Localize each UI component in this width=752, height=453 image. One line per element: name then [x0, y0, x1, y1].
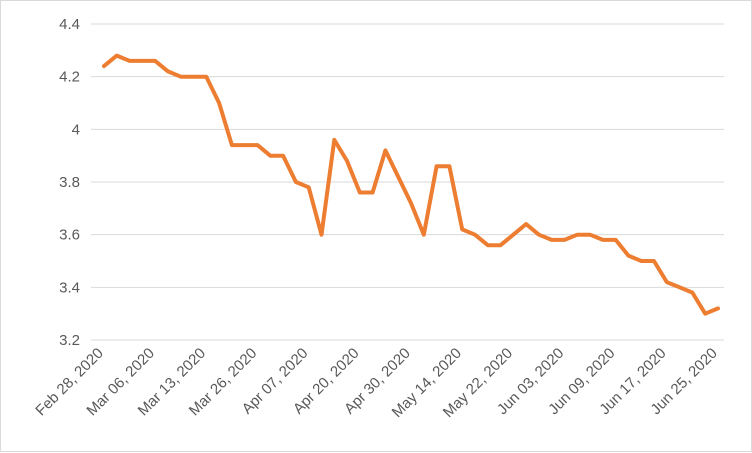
y-tick-label: 4.2	[59, 69, 80, 86]
y-tick-label: 4.4	[59, 16, 80, 33]
y-tick-label: 3.8	[59, 174, 80, 191]
series-line	[104, 56, 718, 314]
y-tick-label: 4	[72, 121, 80, 138]
series-group	[104, 56, 718, 314]
y-tick-label: 3.6	[59, 227, 80, 244]
gridlines	[91, 24, 724, 340]
y-tick-label: 3.2	[59, 332, 80, 349]
y-tick-label: 3.4	[59, 279, 80, 296]
y-axis-ticks: 3.2 3.4 3.6 3.8 4 4.2 4.4	[59, 16, 80, 349]
